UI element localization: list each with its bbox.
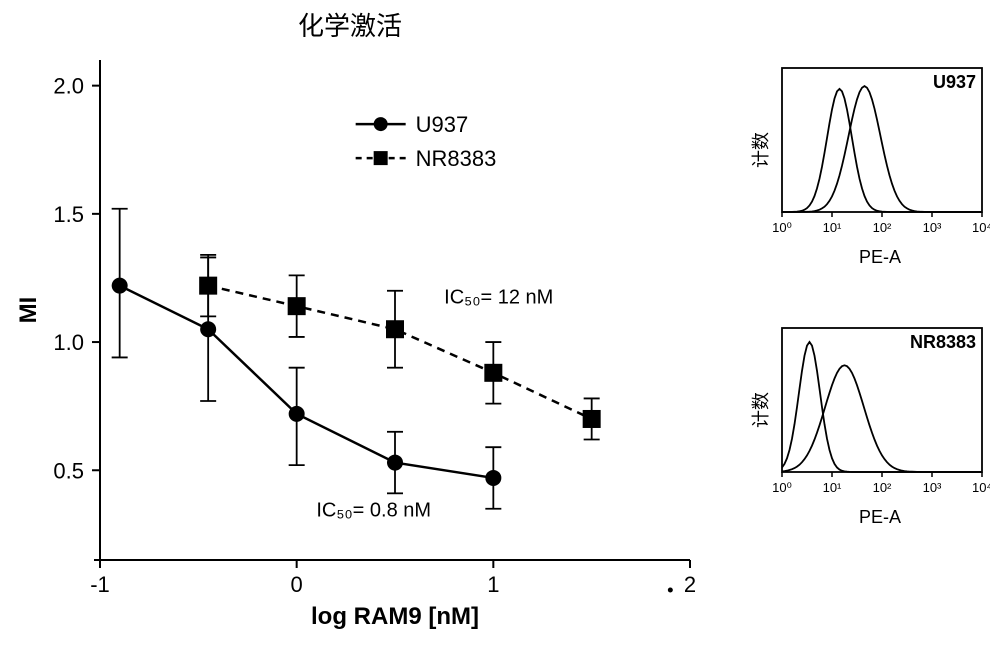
figure-title: 化学激活 [0, 6, 700, 43]
svg-text:U937: U937 [933, 72, 976, 92]
svg-text:IC₅₀= 12 nM: IC₅₀= 12 nM [444, 287, 553, 309]
histogram-xlabel: PE-A [770, 247, 990, 268]
histogram-ylabel: 计数 [747, 132, 773, 168]
svg-text:log RAM9 [nM]: log RAM9 [nM] [311, 603, 479, 630]
svg-text:U937: U937 [416, 112, 469, 137]
histogram-nr8383: 计数 10⁰10¹10²10³10⁴NR8383 PE-A [770, 320, 990, 500]
svg-text:10⁴: 10⁴ [972, 480, 990, 495]
svg-text:10¹: 10¹ [823, 220, 842, 235]
svg-text:MI: MI [15, 297, 42, 324]
svg-text:10²: 10² [873, 480, 892, 495]
histogram-u937: 计数 10⁰10¹10²10³10⁴U937 PE-A [770, 60, 990, 240]
histogram-ylabel: 计数 [747, 392, 773, 428]
svg-text:10³: 10³ [923, 480, 942, 495]
svg-text:10²: 10² [873, 220, 892, 235]
svg-text:1.5: 1.5 [53, 202, 84, 227]
svg-text:NR8383: NR8383 [416, 146, 497, 171]
svg-text:NR8383: NR8383 [910, 332, 976, 352]
svg-text:10⁰: 10⁰ [772, 220, 792, 235]
histogram-nr8383-svg: 10⁰ 10¹ 10² 10³ 10⁴ NR8383 [770, 320, 990, 500]
svg-text:-1: -1 [90, 572, 110, 597]
svg-text:2.0: 2.0 [53, 74, 84, 99]
svg-text:0.5: 0.5 [53, 458, 84, 483]
svg-text:10³: 10³ [923, 220, 942, 235]
main-dose-response-chart: -1 0 1 2 0.5 1.0 1.5 2.0 log RAM9 [nM] MI U937 NR83… [10, 40, 710, 640]
svg-text:IC₅₀= 0.8 nM: IC₅₀= 0.8 nM [316, 499, 431, 521]
svg-text:0: 0 [291, 572, 303, 597]
svg-text:2: 2 [684, 572, 696, 597]
histogram-u937-svg: 10⁰ 10¹ 10² 10³ 10⁴ U937 [770, 60, 990, 240]
histogram-xlabel: PE-A [770, 507, 990, 528]
svg-text:1: 1 [487, 572, 499, 597]
svg-text:10⁴: 10⁴ [972, 220, 990, 235]
svg-text:1.0: 1.0 [53, 330, 84, 355]
svg-text:10¹: 10¹ [823, 480, 842, 495]
svg-text:10⁰: 10⁰ [772, 480, 792, 495]
